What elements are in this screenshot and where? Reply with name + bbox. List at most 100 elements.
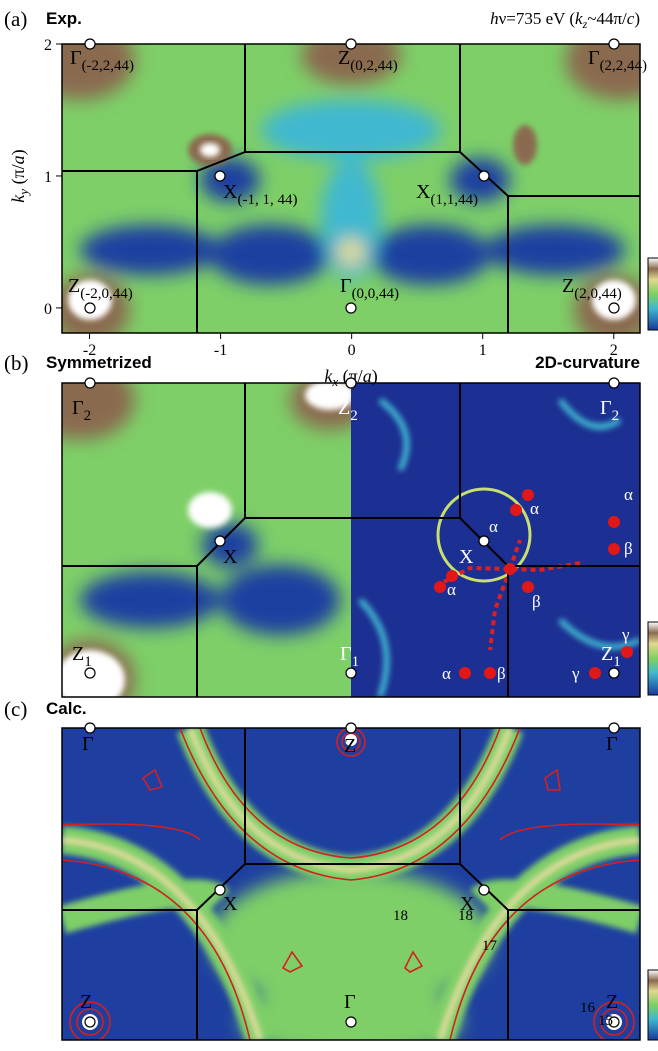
point-symbol: X: [459, 546, 474, 568]
x-tick-label: 0: [348, 342, 356, 359]
point-subscript: 2: [612, 408, 620, 424]
point-symbol: Z: [68, 275, 80, 297]
contour-label: 18: [458, 908, 473, 924]
point-symbol: Z: [80, 991, 92, 1013]
point-label: X: [459, 546, 474, 568]
point-marker: [346, 723, 356, 733]
point-label: X: [223, 546, 238, 568]
y-tick-label: 2: [44, 37, 52, 54]
contour-label: 17: [482, 938, 498, 954]
point-subscript: (2,2,44): [600, 58, 648, 74]
point-symbol: Z: [72, 643, 84, 665]
y-tick-label: 0: [44, 301, 52, 318]
point-subscript: (2,0,44): [574, 286, 622, 302]
point-subscript: 1: [613, 654, 621, 670]
point-symbol: X: [223, 181, 238, 203]
panel-subtitle: 2D-curvature: [535, 353, 640, 372]
point-symbol: Γ: [340, 643, 352, 665]
panel-title: Symmetrized: [46, 353, 152, 372]
point-subscript: (0,0,44): [352, 286, 400, 302]
point-marker: [85, 39, 95, 49]
band-label: α: [447, 580, 456, 599]
point-marker: [479, 885, 489, 895]
point-symbol: Z: [601, 643, 613, 665]
contour-label: 16: [580, 1000, 596, 1016]
panel-title: Exp.: [46, 9, 82, 28]
band-label: α: [489, 517, 498, 536]
point-subscript: (-2,2,44): [82, 58, 135, 74]
point-symbol: X: [223, 893, 238, 915]
point-marker: [609, 39, 619, 49]
point-symbol: Γ: [344, 991, 356, 1013]
point-marker: [346, 303, 356, 313]
point-marker: [85, 1017, 95, 1027]
point-subscript: (0,2,44): [350, 58, 398, 74]
point-marker: [609, 723, 619, 733]
band-label: β: [497, 664, 506, 683]
point-marker: [215, 171, 225, 181]
point-symbol: Z: [606, 991, 618, 1013]
point-symbol: X: [416, 181, 431, 203]
point-subscript: (-2,0,44): [80, 286, 133, 302]
point-label: Z: [344, 735, 356, 757]
point-symbol: Γ: [72, 397, 84, 419]
x-tick-label: -1: [214, 342, 227, 359]
point-marker: [479, 171, 489, 181]
point-symbol: Γ: [340, 275, 352, 297]
band-label: β: [624, 539, 633, 558]
panel-label: (c): [4, 697, 27, 721]
colorbar: [648, 622, 658, 695]
band-label: α: [530, 499, 539, 518]
point-subscript: 1: [352, 654, 360, 670]
band-label: γ: [571, 664, 580, 683]
contour-label: 15: [598, 1013, 613, 1029]
curvature-map: [351, 383, 640, 697]
point-label: Z: [606, 991, 618, 1013]
point-symbol: Z: [344, 735, 356, 757]
colorbar: [648, 970, 658, 1040]
point-symbol: Z: [562, 275, 574, 297]
point-symbol: Γ: [588, 47, 600, 69]
point-marker: [609, 378, 619, 388]
point-marker: [85, 303, 95, 313]
point-label: X: [223, 893, 238, 915]
band-label: β: [532, 592, 541, 611]
panel-label: (b): [4, 351, 29, 375]
y-tick-label: 1: [44, 169, 52, 186]
point-marker: [85, 378, 95, 388]
point-symbol: Γ: [70, 47, 82, 69]
point-label: Γ: [344, 991, 356, 1013]
figure: (a) Exp. hν=735 eV (kz~44π/c) kx (π/a) k…: [0, 0, 658, 1051]
point-marker: [479, 536, 489, 546]
point-marker: [346, 1017, 356, 1027]
point-subscript: 2: [350, 408, 358, 424]
point-symbol: Γ: [606, 733, 618, 755]
contour-label: 18: [393, 908, 408, 924]
point-subscript: (1,1,44): [430, 192, 478, 208]
point-subscript: 2: [84, 408, 92, 424]
point-label: Z: [80, 991, 92, 1013]
point-symbol: X: [223, 546, 238, 568]
band-label: γ: [621, 625, 630, 644]
point-symbol: Z: [338, 397, 350, 419]
point-label: Γ: [606, 733, 618, 755]
point-label: Γ: [82, 733, 94, 755]
band-label: α: [442, 664, 451, 683]
panel-title: Calc.: [46, 699, 87, 718]
x-tick-label: -2: [83, 342, 96, 359]
point-marker: [85, 723, 95, 733]
point-marker: [609, 303, 619, 313]
point-subscript: (-1, 1, 44): [237, 192, 297, 208]
point-marker: [215, 536, 225, 546]
colorbar: [648, 258, 658, 330]
point-symbol: Γ: [600, 397, 612, 419]
annotation: hν=735 eV (kz~44π/c): [490, 9, 640, 31]
panel-label: (a): [4, 7, 27, 31]
band-label: α: [624, 485, 633, 504]
point-subscript: 1: [84, 654, 92, 670]
point-symbol: Γ: [82, 733, 94, 755]
point-symbol: Z: [338, 47, 350, 69]
point-marker: [346, 378, 356, 388]
x-tick-label: 1: [479, 342, 487, 359]
y-axis-label: ky (π/a): [8, 149, 31, 202]
